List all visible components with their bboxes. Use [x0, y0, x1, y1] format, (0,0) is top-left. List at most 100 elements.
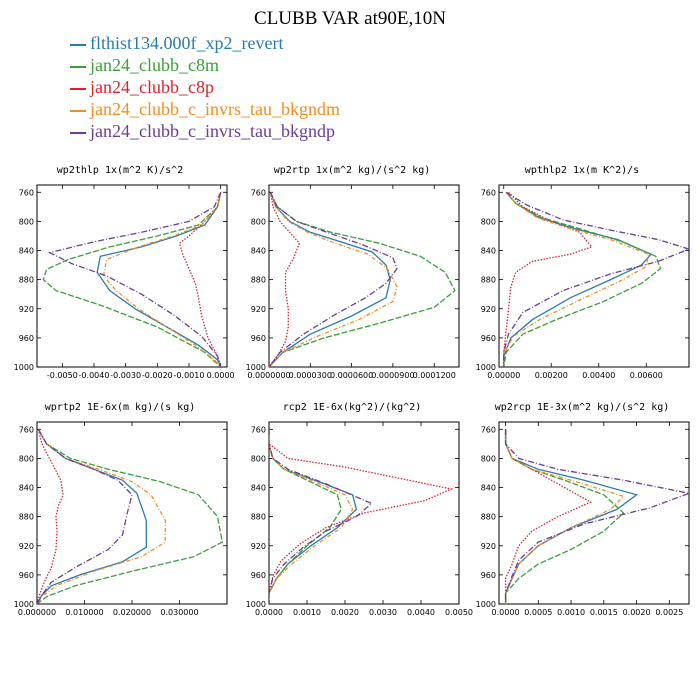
series-line — [47, 192, 222, 367]
x-tick-label: 0.0000600 — [330, 371, 373, 380]
y-tick-label: 840 — [481, 484, 496, 493]
y-tick-label: 960 — [481, 334, 496, 343]
x-tick-label: 0.0020 — [623, 608, 651, 617]
series-line — [37, 428, 133, 604]
panel-rcp2: rcp2 1E-6x(kg^2)/(kg^2) 760 800 840 880 920 9… — [237, 402, 473, 632]
panel-wp2rtp: wp2rtp 1x(m^2 kg)/(s^2 kg) 760 800 840 880 9… — [237, 165, 467, 395]
x-tick-label: -0.0050 — [47, 371, 78, 380]
series-line — [504, 429, 639, 604]
y-tick-label: 800 — [481, 454, 496, 463]
series-line — [269, 192, 301, 367]
plot-frame — [498, 184, 690, 368]
x-tick-label: 0.0030 — [369, 608, 397, 617]
series-line — [269, 429, 354, 604]
plot-frame — [36, 421, 228, 605]
series-line — [503, 191, 650, 367]
x-tick-label: 0.0000000 — [247, 371, 290, 380]
y-tick-label: 880 — [19, 513, 34, 522]
x-tick-label: 0.0000 — [207, 371, 235, 380]
x-tick-label: 0.0025 — [655, 608, 683, 617]
panel-plot: 760 800 840 880 920 960 10000.000000 0.010000 0.… — [14, 421, 228, 617]
panel-plot: 760 800 840 880 920 960 10000.00000000.0000300… — [246, 184, 460, 380]
plot-frame — [268, 421, 460, 605]
y-tick-label: 760 — [19, 188, 34, 197]
panel-title: wp2rtp 1x(m^2 kg)/(s^2 kg) — [273, 165, 431, 176]
y-tick-label: 1000 — [246, 363, 266, 372]
y-tick-label: 1000 — [476, 600, 496, 609]
series-group — [269, 429, 454, 604]
x-tick-label: 0.0040 — [407, 608, 435, 617]
y-tick-label: 1000 — [476, 363, 496, 372]
y-tick-label: 920 — [481, 542, 496, 551]
series-group — [37, 428, 224, 604]
series-line — [504, 429, 625, 604]
y-tick-label: 840 — [19, 247, 34, 256]
panel-wp2thlp: wp2thlp 1x(m^2 K)/s^2 760 800 840 880 920 960… — [5, 165, 235, 395]
y-tick-label: 800 — [251, 217, 266, 226]
panel-plot: 760 800 840 880 920 960 10000.0000 0.0010 0.0020… — [246, 421, 473, 617]
y-tick-label: 920 — [19, 542, 34, 551]
x-tick-label: 0.0000900 — [371, 371, 414, 380]
legend-swatch — [70, 43, 86, 46]
series-line — [503, 191, 593, 367]
panel-title: wp2rcp 1E-3x(m^2 kg)/(s^2 kg) — [494, 402, 670, 413]
legend-item: jan24_clubb_c8p — [70, 76, 340, 98]
plot-frame — [268, 184, 460, 368]
legend-swatch — [70, 65, 86, 68]
series-line — [503, 191, 653, 367]
series-group — [269, 192, 456, 367]
y-tick-label: 960 — [19, 571, 34, 580]
series-line — [504, 429, 593, 604]
series-line — [96, 192, 222, 367]
y-tick-label: 760 — [481, 425, 496, 434]
x-tick-label: -0.0020 — [142, 371, 173, 380]
series-group — [503, 191, 689, 367]
series-group — [42, 192, 222, 367]
plot-frame — [36, 184, 228, 368]
x-tick-label: 0.0005 — [524, 608, 552, 617]
y-tick-label: 960 — [251, 571, 266, 580]
x-tick-label: 0.00000 — [487, 371, 520, 380]
legend-label: jan24_clubb_c8p — [90, 77, 214, 97]
legend-swatch — [70, 87, 86, 90]
legend-item: jan24_clubb_c_invrs_tau_bkgndp — [70, 120, 340, 142]
series-line — [504, 429, 625, 604]
y-tick-label: 760 — [251, 425, 266, 434]
y-tick-label: 760 — [19, 425, 34, 434]
series-line — [37, 428, 166, 604]
series-line — [42, 192, 222, 367]
series-line — [503, 191, 689, 367]
panel-title: wp2thlp 1x(m^2 K)/s^2 — [56, 165, 184, 176]
y-tick-label: 1000 — [14, 363, 34, 372]
series-line — [37, 428, 147, 604]
legend-item: jan24_clubb_c8m — [70, 54, 340, 76]
legend-label: jan24_clubb_c_invrs_tau_bkgndm — [90, 99, 340, 119]
series-line — [269, 429, 373, 604]
x-tick-label: 0.0000 — [492, 608, 520, 617]
y-tick-label: 1000 — [246, 600, 266, 609]
series-line — [178, 192, 222, 367]
y-tick-label: 1000 — [14, 600, 34, 609]
x-tick-label: 0.0010 — [557, 608, 585, 617]
x-tick-label: 0.020000 — [113, 608, 151, 617]
series-line — [269, 192, 391, 367]
x-tick-label: 0.0000300 — [289, 371, 332, 380]
y-tick-label: 960 — [251, 334, 266, 343]
y-tick-label: 960 — [481, 571, 496, 580]
x-tick-label: -0.0010 — [174, 371, 205, 380]
y-tick-label: 920 — [251, 305, 266, 314]
y-tick-label: 840 — [19, 484, 34, 493]
panel-wprtp2: wprtp2 1E-6x(m kg)/(s kg) 760 800 840 880 92… — [5, 402, 235, 632]
y-tick-label: 960 — [19, 334, 34, 343]
series-line — [504, 429, 689, 604]
legend-item: flthist134.000f_xp2_revert — [70, 32, 340, 54]
y-tick-label: 760 — [251, 188, 266, 197]
y-tick-label: 880 — [251, 513, 266, 522]
y-tick-label: 800 — [19, 217, 34, 226]
series-line — [269, 429, 342, 604]
legend-swatch — [70, 131, 86, 134]
panel-title: rcp2 1E-6x(kg^2)/(kg^2) — [282, 402, 422, 413]
series-line — [503, 191, 662, 367]
plot-frame — [498, 421, 690, 605]
